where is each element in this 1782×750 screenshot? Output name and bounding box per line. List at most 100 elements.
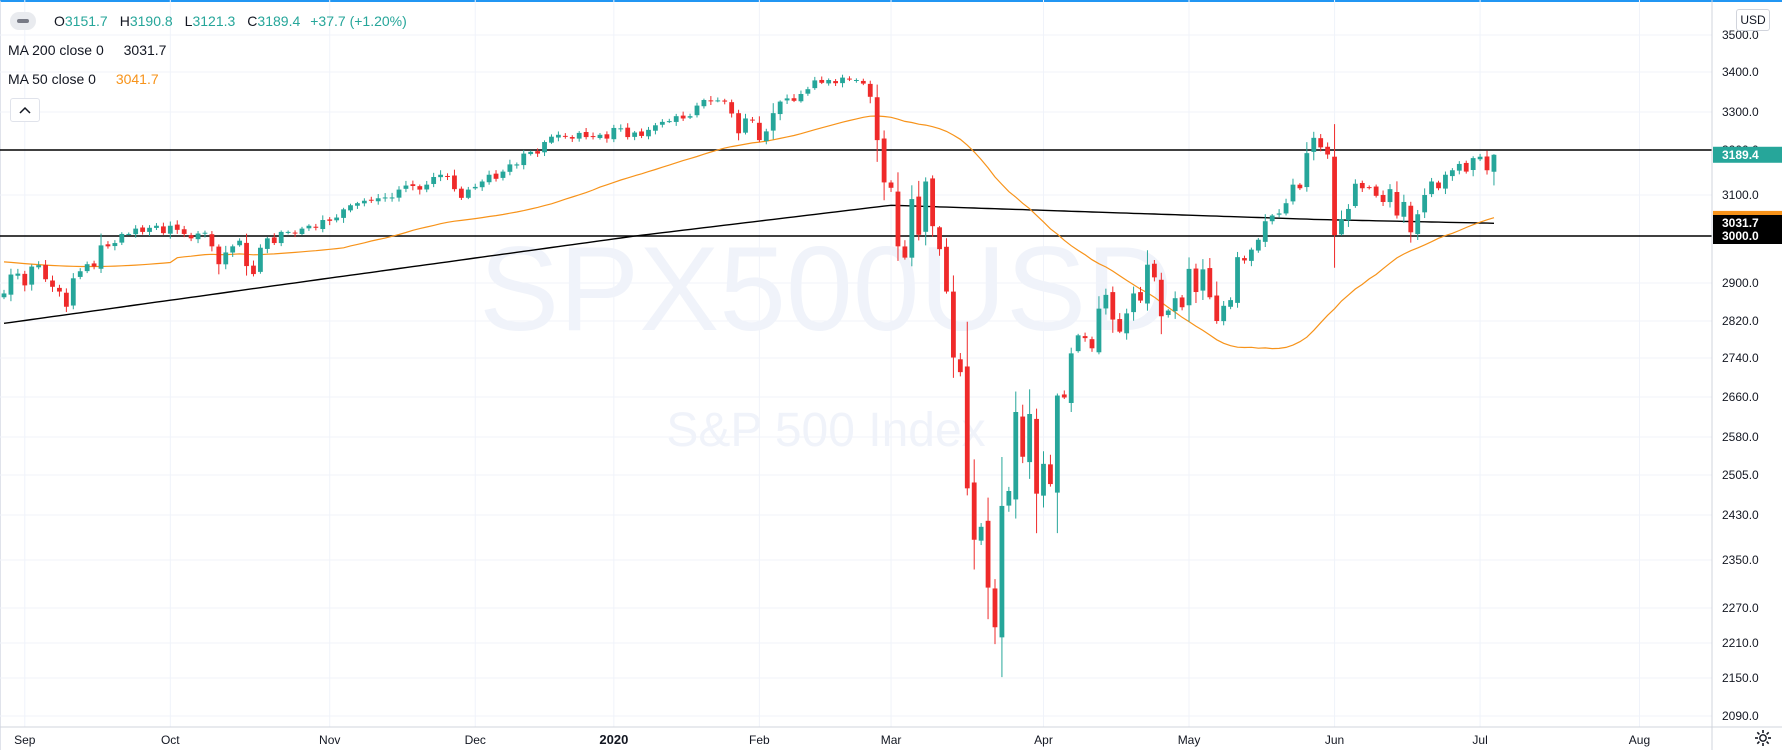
candle[interactable] [417,184,423,195]
candle[interactable] [63,288,69,313]
candle[interactable] [1443,171,1448,195]
candle[interactable] [1054,393,1060,534]
candle[interactable] [507,159,513,176]
candle[interactable] [680,111,686,121]
candle[interactable] [1373,184,1379,198]
candle[interactable] [1401,194,1407,223]
candle[interactable] [1415,209,1421,241]
candle[interactable] [964,321,970,496]
candle[interactable] [1228,297,1234,310]
candle[interactable] [424,180,430,193]
candle[interactable] [798,90,804,103]
candle[interactable] [188,232,194,242]
candle[interactable] [1394,181,1400,219]
candle[interactable] [327,217,333,226]
candle[interactable] [514,162,520,169]
candle[interactable] [237,238,243,247]
toggle-legend-icon[interactable] [10,12,36,30]
candle[interactable] [230,244,236,257]
candle[interactable] [195,231,201,244]
candle[interactable] [271,233,277,246]
candle[interactable] [112,240,118,251]
ma50-legend[interactable]: MA 50 close 0 3041.7 [8,71,159,87]
candle[interactable] [479,179,485,191]
candle[interactable] [590,132,596,140]
candle[interactable] [1297,183,1303,191]
candle[interactable] [770,103,776,140]
candle[interactable] [431,172,437,188]
candle[interactable] [673,113,679,126]
candle[interactable] [881,130,887,201]
candle[interactable] [223,245,229,270]
candle[interactable] [1304,142,1310,192]
candle[interactable] [341,207,346,223]
candle[interactable] [840,74,845,88]
candle[interactable] [1242,255,1247,264]
candle[interactable] [1214,281,1220,324]
candle[interactable] [916,180,922,241]
candle[interactable] [604,131,610,143]
candle[interactable] [154,223,159,231]
candle[interactable] [57,284,62,297]
candle[interactable] [888,180,894,192]
candle[interactable] [1193,263,1199,304]
candle[interactable] [8,268,14,302]
candle[interactable] [944,238,949,294]
candle[interactable] [1082,332,1088,342]
candle[interactable] [1068,347,1074,412]
candle[interactable] [1,289,7,300]
candle[interactable] [1075,333,1081,353]
candle[interactable] [1124,308,1130,340]
candle[interactable] [756,116,762,143]
candle[interactable] [1186,257,1192,322]
candle[interactable] [98,233,104,273]
candle[interactable] [978,523,984,546]
candle[interactable] [646,126,651,140]
candle[interactable] [535,148,541,157]
candle[interactable] [1048,454,1053,487]
candle[interactable] [729,99,735,118]
candle[interactable] [1117,313,1123,334]
candle[interactable] [348,203,353,213]
candle[interactable] [1262,214,1268,247]
candle[interactable] [1436,180,1441,191]
candle[interactable] [1346,204,1351,227]
candle[interactable] [1422,188,1428,219]
candle[interactable] [355,201,360,209]
candle[interactable] [1013,391,1019,519]
candle[interactable] [368,196,374,203]
candle[interactable] [826,78,832,86]
candle[interactable] [1145,250,1150,311]
candle[interactable] [985,497,991,620]
candle[interactable] [1131,286,1136,321]
candle[interactable] [1006,486,1012,512]
candle[interactable] [694,102,700,118]
candle[interactable] [750,116,755,123]
candle[interactable] [791,94,797,103]
candle[interactable] [902,240,908,260]
candle[interactable] [909,185,915,267]
candle[interactable] [438,170,443,182]
candle[interactable] [472,183,478,190]
candle[interactable] [666,118,672,124]
candle[interactable] [465,186,471,200]
settings-gear-icon[interactable] [1752,727,1774,749]
candle[interactable] [382,193,388,202]
candle[interactable] [708,96,714,106]
candle[interactable] [1269,214,1275,225]
candle[interactable] [763,128,769,145]
candle[interactable] [375,194,381,205]
candle[interactable] [216,244,222,275]
candle[interactable] [715,97,721,103]
candle[interactable] [251,260,256,277]
candle[interactable] [486,170,492,185]
candle[interactable] [583,127,589,140]
candle[interactable] [264,236,270,254]
candle[interactable] [1366,185,1372,190]
candle[interactable] [36,261,42,270]
candle[interactable] [258,244,263,274]
candle[interactable] [847,76,852,82]
candle[interactable] [1484,150,1490,175]
candle[interactable] [1470,156,1476,177]
